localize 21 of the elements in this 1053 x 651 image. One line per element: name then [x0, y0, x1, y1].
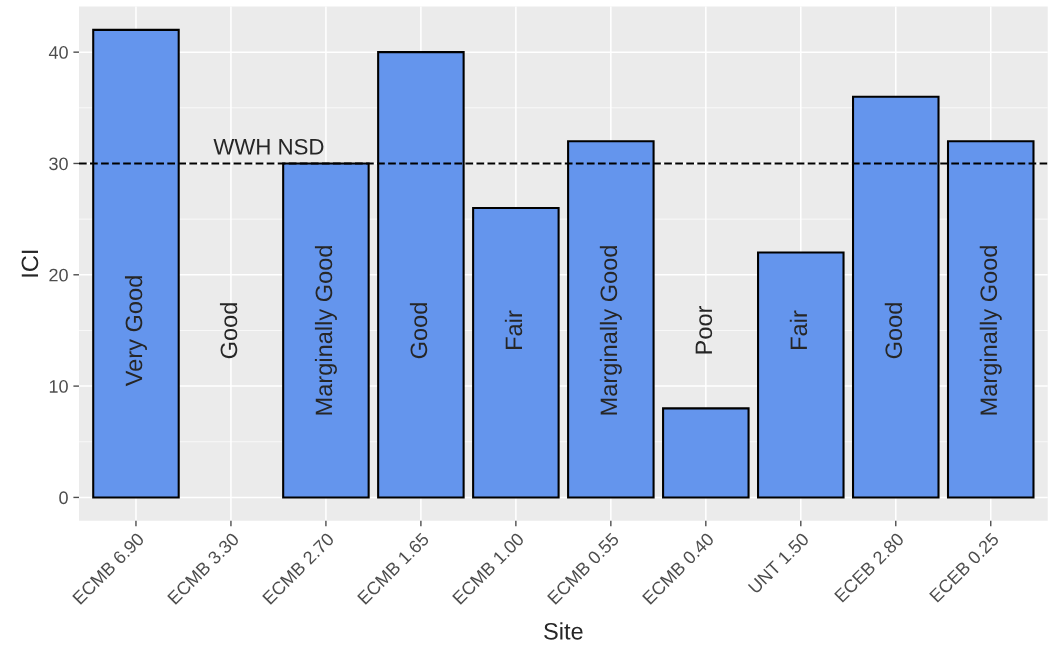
annotation: Marginally Good — [314, 246, 337, 415]
annotation: Marginally Good — [979, 246, 1002, 415]
ref-line-label: WWH NSD — [213, 138, 324, 155]
y-tick-label: 30 — [49, 157, 68, 171]
annotation: Good — [409, 303, 428, 359]
annotation: Very Good — [124, 276, 147, 387]
annotation: Fair — [789, 310, 808, 349]
y-tick-label: 40 — [48, 46, 68, 59]
annotation: Poor — [695, 305, 713, 354]
bar — [472, 206, 560, 499]
y-axis-title: ICI — [21, 250, 39, 277]
y-tick-label: 10 — [49, 380, 68, 393]
annotation: Good — [884, 303, 903, 359]
y-tick-label: 0 — [59, 491, 68, 505]
bar — [662, 407, 750, 499]
annotation: Fair — [504, 310, 523, 349]
y-tick-label: 20 — [49, 268, 68, 282]
annotation: Marginally Good — [599, 246, 622, 415]
bar — [757, 251, 845, 499]
annotation: Good — [219, 303, 238, 359]
x-axis-title: Site — [544, 622, 583, 640]
